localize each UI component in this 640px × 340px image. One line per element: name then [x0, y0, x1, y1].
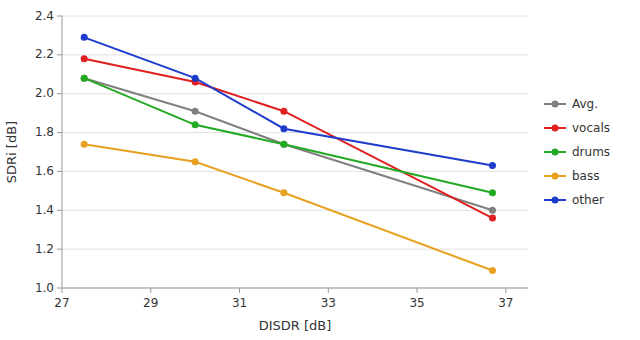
data-point	[81, 75, 88, 82]
data-point	[489, 162, 496, 169]
x-tick-label: 35	[409, 296, 424, 310]
grid-line	[62, 16, 528, 17]
x-tick	[417, 288, 418, 293]
y-tick	[57, 93, 62, 94]
data-point	[280, 141, 287, 148]
grid-line	[62, 132, 528, 133]
data-point	[489, 215, 496, 222]
legend-marker	[552, 101, 559, 108]
legend-label: drums	[572, 145, 610, 159]
series-line	[84, 144, 492, 270]
y-tick-label: 1.0	[35, 281, 54, 295]
x-tick-label: 27	[54, 296, 69, 310]
y-tick	[57, 16, 62, 17]
y-tick-label: 1.8	[35, 125, 54, 139]
data-point	[280, 141, 287, 148]
grid-line	[62, 171, 528, 172]
chart: 1.0 1.2 1.4 1.6 1.8 2.0 2.2 2.4 27 29 31 33 35 37 DISD…	[0, 0, 640, 340]
y-tick-label: 2.2	[35, 47, 54, 61]
data-point	[192, 158, 199, 165]
axes: 1.0 1.2 1.4 1.6 1.8 2.0 2.2 2.4 27 29 31 33 35 37	[35, 9, 528, 311]
y-tick	[57, 54, 62, 55]
y-tick	[57, 249, 62, 250]
y-tick-label: 2.0	[35, 86, 54, 100]
x-tick	[328, 288, 329, 293]
data-point	[192, 75, 199, 82]
series-line	[84, 37, 492, 165]
data-point	[489, 207, 496, 214]
y-tick	[57, 288, 62, 289]
legend-marker	[552, 149, 559, 156]
series-line	[84, 78, 492, 193]
y-axis-line	[62, 16, 63, 288]
x-tick	[150, 288, 151, 293]
y-tick-label: 1.4	[35, 203, 54, 217]
chart-container: 1.0 1.2 1.4 1.6 1.8 2.0 2.2 2.4 27 29 31 33 35 37 DISD…	[0, 0, 640, 340]
data-point	[489, 267, 496, 274]
y-tick-label: 2.4	[35, 9, 54, 23]
grid-line	[62, 288, 528, 289]
data-point	[81, 55, 88, 62]
x-tick-label: 33	[321, 296, 336, 310]
legend-label: Avg.	[572, 97, 598, 111]
data-point	[489, 189, 496, 196]
grid-line	[62, 249, 528, 250]
x-axis-label: DISDR [dB]	[259, 318, 332, 333]
x-tick-label: 37	[498, 296, 513, 310]
grid-line	[62, 210, 528, 211]
y-tick	[57, 132, 62, 133]
legend-marker	[552, 125, 559, 132]
series-line	[84, 78, 492, 210]
data-point	[192, 121, 199, 128]
x-tick	[239, 288, 240, 293]
legend-label: other	[572, 193, 604, 207]
data-point	[81, 75, 88, 82]
y-tick-label: 1.2	[35, 242, 54, 256]
y-tick-label: 1.6	[35, 164, 54, 178]
data-point	[81, 141, 88, 148]
data-point	[192, 108, 199, 115]
y-tick	[57, 171, 62, 172]
plot-area	[81, 34, 496, 274]
data-point	[280, 108, 287, 115]
grid	[62, 16, 528, 288]
x-tick-label: 31	[232, 296, 247, 310]
x-axis-line	[62, 288, 528, 289]
x-tick	[62, 288, 63, 293]
legend-label: vocals	[572, 121, 610, 135]
legend-label: bass	[572, 169, 599, 183]
legend-marker	[552, 173, 559, 180]
data-point	[280, 125, 287, 132]
legend: Avg. vocals drums bass other	[544, 97, 610, 207]
x-tick	[505, 288, 506, 293]
x-tick-label: 29	[143, 296, 158, 310]
y-axis-label: SDRi [dB]	[4, 121, 19, 183]
data-point	[81, 34, 88, 41]
y-tick	[57, 210, 62, 211]
legend-marker	[552, 197, 559, 204]
data-point	[280, 189, 287, 196]
